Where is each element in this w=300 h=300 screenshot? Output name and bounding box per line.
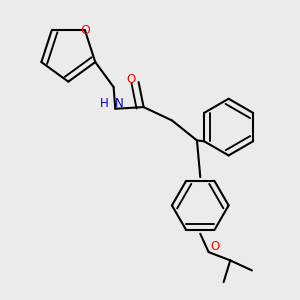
Text: N: N bbox=[115, 97, 124, 110]
Text: O: O bbox=[80, 24, 90, 37]
Text: H: H bbox=[100, 97, 109, 110]
Text: O: O bbox=[127, 73, 136, 86]
Text: O: O bbox=[210, 240, 219, 253]
